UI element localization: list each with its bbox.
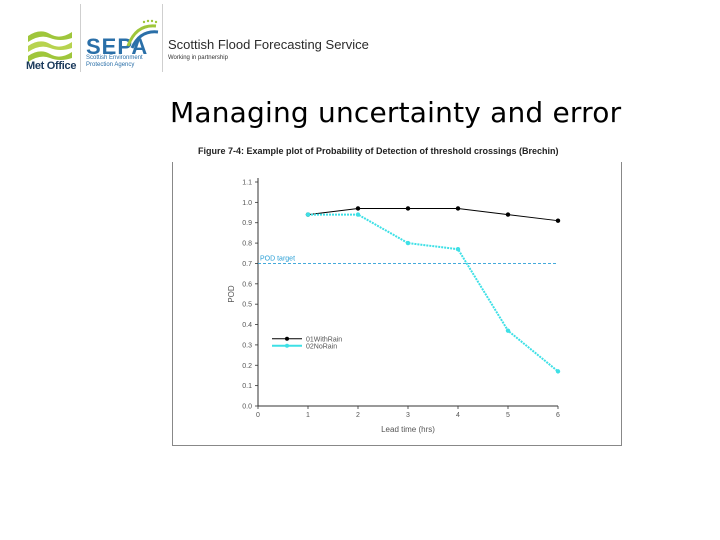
- y-tick-label: 0.4: [242, 322, 252, 329]
- y-axis-label: POD: [227, 285, 236, 303]
- y-tick-label: 0.1: [242, 383, 252, 390]
- y-tick-label: 0.9: [242, 220, 252, 227]
- legend-marker-02NoRain: [285, 343, 289, 348]
- y-tick-label: 1.0: [242, 200, 252, 207]
- data-point-02NoRain: [505, 328, 511, 333]
- service-subtitle: Working in partnership: [168, 55, 228, 61]
- y-tick-label: 0.0: [242, 404, 252, 411]
- data-point-02NoRain: [305, 212, 311, 217]
- metoffice-label: Met Office: [26, 60, 77, 72]
- slide-title: Managing uncertainty and error: [170, 96, 622, 129]
- x-tick-label: 3: [406, 412, 410, 419]
- series-line-02NoRain: [308, 213, 559, 373]
- y-tick-label: 0.3: [242, 342, 252, 349]
- data-point-01WithRain: [555, 218, 561, 223]
- pod-chart: 0.0 0.1 0.2 0.3 0.4 0.5 0.6 0.7 0.8 0.9 1.0 1.1 0 1 2 3…: [227, 178, 561, 434]
- y-tick-label: 0.8: [242, 241, 252, 248]
- sepa-subtitle: Scottish Environment Protection Agency: [86, 55, 143, 69]
- threshold-label: POD target: [260, 255, 295, 262]
- x-tick-label: 1: [306, 412, 310, 419]
- x-tick-label: 0: [256, 412, 260, 419]
- x-axis-label: Lead time (hrs): [381, 425, 435, 434]
- header-divider: [162, 4, 163, 72]
- figure: Figure 7-4: Example plot of Probability …: [168, 142, 623, 448]
- y-tick-label: 0.2: [242, 363, 252, 370]
- data-point-02NoRain: [555, 369, 561, 374]
- sepa-subtitle-line2: Protection Agency: [86, 62, 135, 68]
- sepa-subtitle-line1: Scottish Environment: [86, 55, 143, 61]
- data-point-01WithRain: [505, 212, 511, 217]
- series-line-01WithRain: [307, 207, 559, 222]
- data-point-02NoRain: [405, 240, 411, 246]
- data-point-01WithRain: [355, 206, 361, 211]
- x-tick-label: 5: [506, 412, 510, 419]
- y-tick-label: 0.6: [242, 281, 252, 288]
- metoffice-logo-icon: [28, 31, 72, 62]
- y-tick-label: 0.7: [242, 261, 252, 268]
- plot-frame: [172, 162, 622, 446]
- x-tick-label: 2: [356, 412, 360, 419]
- x-tick-label: 4: [456, 412, 460, 419]
- data-point-01WithRain: [405, 206, 411, 211]
- y-tick-label: 0.5: [242, 302, 252, 309]
- legend-marker-01WithRain: [285, 336, 289, 341]
- legend-label: 02NoRain: [306, 343, 337, 350]
- data-point-02NoRain: [355, 212, 361, 217]
- data-point-01WithRain: [455, 206, 461, 211]
- data-point-02NoRain: [455, 247, 461, 252]
- x-tick-label: 6: [556, 412, 560, 419]
- header: Met Office SEPA Scottish Environment Pro…: [0, 0, 720, 80]
- legend-label: 01WithRain: [306, 336, 342, 343]
- y-tick-label: 1.1: [242, 180, 252, 187]
- figure-caption: Figure 7-4: Example plot of Probability …: [198, 146, 559, 156]
- sepa-swirl-icon: [126, 19, 159, 49]
- service-title: Scottish Flood Forecasting Service: [168, 37, 369, 52]
- header-divider: [80, 4, 81, 72]
